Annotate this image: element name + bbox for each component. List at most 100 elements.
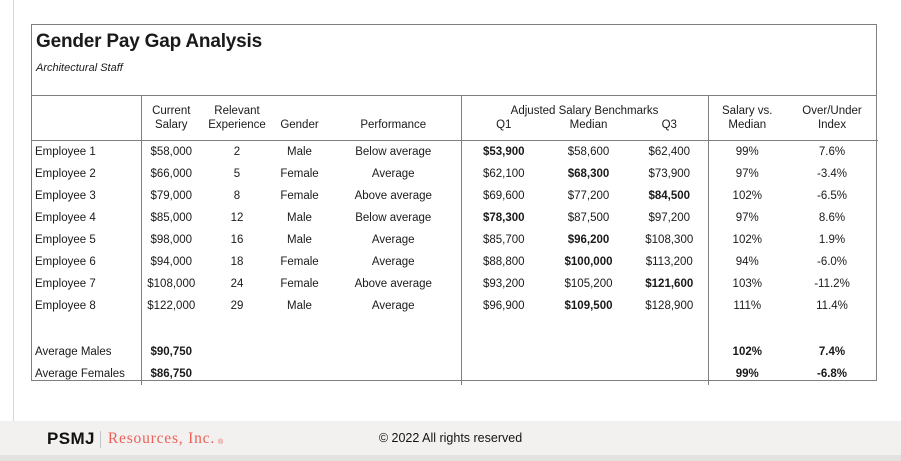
cell-median bbox=[546, 341, 631, 363]
header-over-under-line1: Over/Under bbox=[802, 105, 862, 117]
cell-name: Employee 4 bbox=[32, 207, 142, 229]
header-salary-vs-line1: Salary vs. bbox=[722, 105, 773, 117]
cell-median bbox=[546, 363, 631, 385]
cell-current-salary: $58,000 bbox=[150, 146, 193, 158]
cell-q3: $113,200 bbox=[631, 251, 709, 273]
cell-current-salary: $86,750 bbox=[150, 368, 193, 380]
cell-gender: Male bbox=[287, 146, 312, 158]
cell-salary-vs-median: 99% bbox=[735, 146, 759, 158]
table-row: Employee 2 $66,000 5 Female Average $62,100 $6… bbox=[32, 163, 878, 185]
cell-name: Employee 8 bbox=[32, 295, 142, 317]
cell-salary-vs-median: 103% bbox=[732, 278, 762, 290]
cell-over-under-index: -6.0% bbox=[816, 256, 848, 268]
cell-gender: Female bbox=[280, 168, 319, 180]
cell-q1: $85,700 bbox=[482, 234, 525, 246]
cell-over-under-index: -3.4% bbox=[816, 168, 848, 180]
cell-current-salary: $79,000 bbox=[150, 190, 193, 202]
header-row-1: Current Relevant Adjusted Salary Benchma… bbox=[32, 96, 878, 118]
cell-median: $105,200 bbox=[564, 278, 613, 290]
cell-performance bbox=[326, 341, 462, 363]
cell-median: $109,500 bbox=[564, 300, 613, 312]
cell-salary-vs-median: 111% bbox=[733, 300, 762, 312]
footer-bottom-strip bbox=[0, 455, 901, 461]
table-header: Current Relevant Adjusted Salary Benchma… bbox=[32, 96, 879, 141]
cell-performance: Below average bbox=[326, 140, 462, 163]
header-over-under-line2: Index bbox=[786, 118, 879, 141]
psmj-logo-text: PSMJ bbox=[47, 429, 95, 448]
table-row: Employee 4 $85,000 12 Male Below average $78,… bbox=[32, 207, 878, 229]
header-gender-blank bbox=[273, 96, 326, 118]
cell-experience: 2 bbox=[233, 146, 241, 158]
cell-q1: $96,900 bbox=[482, 300, 525, 312]
cell-q3 bbox=[631, 341, 709, 363]
pay-gap-table: Current Relevant Adjusted Salary Benchma… bbox=[32, 96, 879, 385]
cell-q1: $78,300 bbox=[482, 212, 525, 224]
cell-over-under-index: 7.6% bbox=[818, 146, 846, 158]
logo-divider bbox=[99, 430, 101, 448]
page-title: Gender Pay Gap Analysis bbox=[36, 31, 262, 52]
header-employee-blank bbox=[32, 96, 142, 118]
cell-current-salary: $94,000 bbox=[150, 256, 193, 268]
cell-current-salary: $98,000 bbox=[150, 234, 193, 246]
cell-q1: $53,900 bbox=[482, 146, 525, 158]
cell-name: Employee 6 bbox=[32, 251, 142, 273]
cell-name: Average Males bbox=[32, 341, 142, 363]
cell-q1: $93,200 bbox=[482, 278, 525, 290]
table-row: Employee 6 $94,000 18 Female Average $88,800 $… bbox=[32, 251, 878, 273]
header-q3: Q3 bbox=[631, 118, 709, 141]
title-block: Gender Pay Gap Analysis Architectural St… bbox=[32, 25, 876, 96]
cell-experience bbox=[201, 341, 273, 363]
cell-q1 bbox=[461, 363, 546, 385]
cell-current-salary bbox=[141, 317, 201, 341]
cell-name: Employee 3 bbox=[32, 185, 142, 207]
cell-over-under-index: -11.2% bbox=[814, 278, 850, 290]
cell-q1: $62,100 bbox=[482, 168, 525, 180]
psmj-logo: PSMJ Resources, Inc. ® bbox=[47, 429, 223, 449]
cell-gender: Female bbox=[280, 190, 319, 202]
cell-q1: $69,600 bbox=[482, 190, 525, 202]
table-row: Employee 8 $122,000 29 Male Average $96,900 $1… bbox=[32, 295, 878, 317]
cell-salary-vs-median: 97% bbox=[735, 212, 759, 224]
header-gender: Gender bbox=[273, 118, 326, 141]
cell-gender: Female bbox=[280, 278, 319, 290]
cell-performance: Above average bbox=[326, 273, 462, 295]
cell-name: Employee 7 bbox=[32, 273, 142, 295]
cell-salary-vs-median: 97% bbox=[735, 168, 759, 180]
cell-salary-vs-median: 102% bbox=[732, 190, 762, 202]
cell-q1: $88,800 bbox=[482, 256, 525, 268]
cell-gender: Female bbox=[280, 256, 319, 268]
cell-performance: Average bbox=[326, 229, 462, 251]
cell-q3: $108,300 bbox=[631, 229, 709, 251]
cell-name bbox=[32, 317, 142, 341]
cell-name: Average Females bbox=[32, 363, 142, 385]
cell-over-under-index: 1.9% bbox=[818, 234, 846, 246]
table-row: Employee 5 $98,000 16 Male Average $85,700 $96… bbox=[32, 229, 878, 251]
cell-gender: Male bbox=[287, 234, 312, 246]
cell-name: Employee 2 bbox=[32, 163, 142, 185]
cell-gender bbox=[273, 317, 326, 341]
cell-median: $87,500 bbox=[567, 212, 610, 224]
header-performance-blank bbox=[326, 96, 462, 118]
table-row: Employee 3 $79,000 8 Female Above average $69… bbox=[32, 185, 878, 207]
header-relevant-experience-line2: Experience bbox=[201, 118, 273, 141]
cell-q3: $84,500 bbox=[631, 185, 709, 207]
page-subtitle: Architectural Staff bbox=[36, 62, 123, 74]
header-relevant-experience-line1: Relevant bbox=[214, 105, 260, 117]
cell-current-salary: $108,000 bbox=[147, 278, 196, 290]
summary-row: Average Males $90,750 102% 7.4% bbox=[32, 341, 878, 363]
cell-q3 bbox=[631, 363, 709, 385]
copyright-text: © 2022 All rights reserved bbox=[378, 431, 523, 445]
cell-median bbox=[546, 317, 631, 341]
cell-current-salary: $90,750 bbox=[150, 346, 193, 358]
report-sheet: Gender Pay Gap Analysis Architectural St… bbox=[31, 24, 879, 385]
footer-bar: PSMJ Resources, Inc. ® © 2022 All rights… bbox=[0, 421, 901, 461]
cell-experience: 12 bbox=[230, 212, 244, 224]
cell-current-salary: $122,000 bbox=[147, 300, 196, 312]
cell-median: $96,200 bbox=[567, 234, 610, 246]
cell-q1 bbox=[461, 341, 546, 363]
cell-experience: 16 bbox=[230, 234, 244, 246]
cell-gender: Male bbox=[287, 300, 312, 312]
cell-q3: $128,900 bbox=[631, 295, 709, 317]
cell-salary-vs-median: 102% bbox=[732, 346, 762, 358]
spacer-row bbox=[32, 317, 878, 341]
